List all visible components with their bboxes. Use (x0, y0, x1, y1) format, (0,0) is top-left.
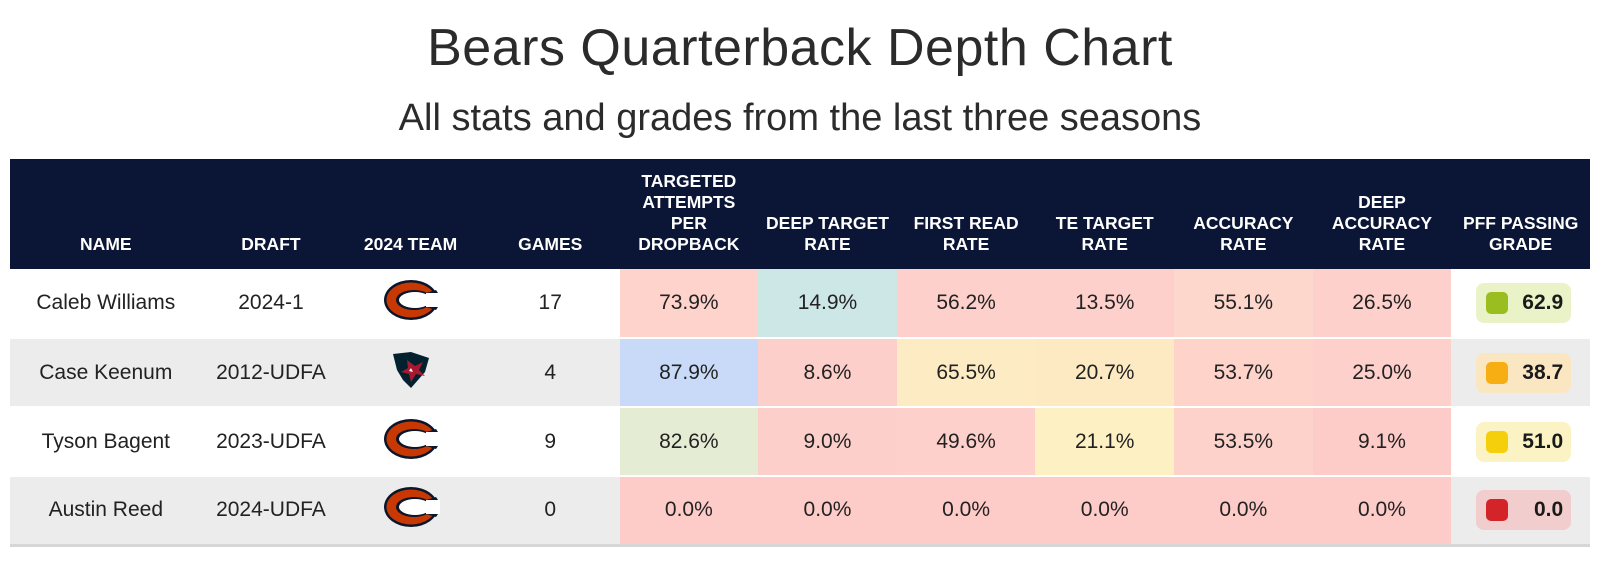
team-cell (340, 407, 481, 477)
accuracy-cell: 0.0% (1174, 476, 1313, 547)
grade-color-swatch (1486, 292, 1509, 314)
bears-logo-icon (382, 278, 440, 328)
player-name: Austin Reed (10, 476, 202, 547)
deep-accuracy-cell: 26.5% (1312, 269, 1452, 339)
page-title: Bears Quarterback Depth Chart (427, 19, 1173, 77)
games-cell: 4 (480, 338, 620, 408)
col-header-deep-target-rate[interactable]: DEEP TARGET RATE (758, 159, 897, 269)
grade-value: 0.0 (1533, 498, 1564, 522)
player-name: Caleb Williams (10, 269, 202, 339)
accuracy-cell: 53.5% (1174, 407, 1313, 477)
games-cell: 17 (480, 269, 620, 339)
table-row[interactable]: Case Keenum 2012-UDFA 4 87.9% 8.6% 65.5% 20.7… (10, 338, 1590, 408)
draft-cell: 2023-UDFA (201, 407, 341, 477)
grade-badge: 51.0 (1476, 421, 1572, 462)
te-target-cell: 13.5% (1035, 269, 1175, 339)
first-read-cell: 56.2% (896, 269, 1036, 339)
col-header-targeted-attempts[interactable]: TARGETED ATTEMPTS PER DROPBACK (619, 159, 759, 269)
grade-color-swatch (1486, 499, 1509, 522)
team-cell (340, 338, 481, 408)
page-subtitle: All stats and grades from the last three… (398, 97, 1202, 139)
texans-logo-icon (389, 350, 433, 396)
grade-cell: 62.9 (1451, 269, 1590, 339)
first-read-cell: 65.5% (896, 338, 1036, 408)
targeted-cell: 87.9% (619, 338, 759, 408)
col-header-first-read-rate[interactable]: FIRST READ RATE (896, 159, 1036, 269)
games-cell: 9 (480, 407, 620, 477)
grade-badge: 62.9 (1476, 283, 1572, 323)
team-cell (340, 269, 481, 339)
col-header-pff-passing-grade[interactable]: PFF PASSING GRADE (1451, 159, 1590, 269)
draft-cell: 2012-UDFA (201, 338, 341, 408)
col-header-team[interactable]: 2024 TEAM (340, 159, 481, 269)
player-name: Tyson Bagent (10, 407, 202, 477)
grade-value: 51.0 (1522, 429, 1564, 453)
grade-badge: 38.7 (1476, 352, 1572, 393)
deep-accuracy-cell: 9.1% (1312, 407, 1452, 477)
deep-target-cell: 14.9% (758, 269, 897, 339)
bears-logo-icon (382, 485, 440, 535)
deep-accuracy-cell: 25.0% (1312, 338, 1452, 408)
first-read-cell: 49.6% (896, 407, 1036, 477)
deep-accuracy-cell: 0.0% (1312, 476, 1452, 547)
accuracy-cell: 53.7% (1174, 338, 1313, 408)
header-row: NAME DRAFT 2024 TEAM GAMES TARGETED ATTE… (10, 159, 1590, 269)
table-row[interactable]: Austin Reed 2024-UDFA 0 0.0% 0.0% 0.0% 0.0% 0.… (10, 476, 1590, 547)
targeted-cell: 82.6% (619, 407, 759, 477)
deep-target-cell: 8.6% (758, 338, 897, 408)
grade-cell: 51.0 (1451, 407, 1590, 477)
grade-value: 62.9 (1522, 291, 1564, 314)
accuracy-cell: 55.1% (1174, 269, 1313, 339)
draft-cell: 2024-UDFA (201, 476, 341, 547)
player-name: Case Keenum (10, 338, 202, 408)
col-header-accuracy-rate[interactable]: ACCURACY RATE (1174, 159, 1313, 269)
te-target-cell: 0.0% (1035, 476, 1175, 547)
games-cell: 0 (480, 476, 620, 547)
te-target-cell: 21.1% (1035, 407, 1175, 477)
grade-cell: 38.7 (1451, 338, 1590, 408)
team-cell (340, 476, 481, 547)
table-row[interactable]: Caleb Williams 2024-1 17 73.9% 14.9% 56.2% 13… (10, 269, 1590, 339)
targeted-cell: 0.0% (619, 476, 759, 547)
col-header-deep-accuracy-rate[interactable]: DEEP ACCURACY RATE (1312, 159, 1452, 269)
grade-color-swatch (1486, 430, 1509, 453)
grade-color-swatch (1486, 361, 1509, 384)
grade-cell: 0.0 (1451, 476, 1590, 547)
grade-value: 38.7 (1522, 360, 1564, 384)
te-target-cell: 20.7% (1035, 338, 1175, 408)
targeted-cell: 73.9% (619, 269, 759, 339)
draft-cell: 2024-1 (201, 269, 341, 339)
col-header-te-target-rate[interactable]: TE TARGET RATE (1035, 159, 1175, 269)
col-header-name[interactable]: NAME (10, 159, 202, 269)
bears-logo-icon (382, 417, 440, 467)
deep-target-cell: 0.0% (758, 476, 897, 547)
table-row[interactable]: Tyson Bagent 2023-UDFA 9 82.6% 9.0% 49.6% 21.… (10, 407, 1590, 477)
first-read-cell: 0.0% (896, 476, 1036, 547)
col-header-games[interactable]: GAMES (480, 159, 620, 269)
deep-target-cell: 9.0% (758, 407, 897, 477)
depth-chart-table: NAME DRAFT 2024 TEAM GAMES TARGETED ATTE… (10, 159, 1590, 547)
col-header-draft[interactable]: DRAFT (201, 159, 341, 269)
grade-badge: 0.0 (1476, 490, 1572, 531)
